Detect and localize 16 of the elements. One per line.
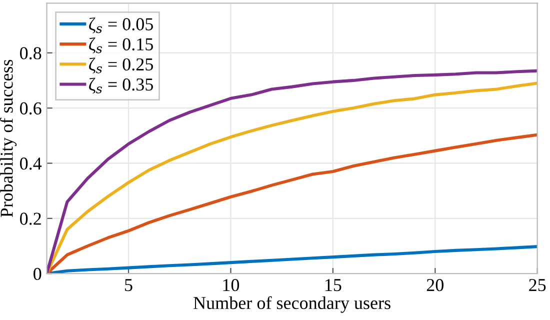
y-tick-label: 0.2 (20, 212, 41, 225)
y-tick-label: 0.4 (20, 157, 42, 170)
y-axis-title: Probability of success (0, 60, 17, 218)
x-tick-label: 10 (223, 278, 240, 292)
x-tick-label: 20 (426, 278, 444, 292)
x-axis-title: Number of secondary users (194, 296, 390, 313)
legend-label: ζ$_{s}$ = 0.15 (89, 38, 153, 54)
legend-label: ζ$_{s}$ = 0.05 (89, 17, 153, 34)
y-tick-label: 0.8 (20, 47, 42, 60)
x-tick-label: 25 (529, 279, 546, 292)
y-tick-label: 0.6 (20, 102, 42, 115)
x-tick-label: 5 (125, 279, 132, 292)
legend-label: ζ$_{s}$ = 0.25 (89, 58, 153, 74)
x-tick-label: 15 (325, 279, 342, 292)
legend-label: ζ$_{s}$ = 0.35 (89, 78, 153, 94)
y-tick-label: 0 (34, 268, 42, 280)
